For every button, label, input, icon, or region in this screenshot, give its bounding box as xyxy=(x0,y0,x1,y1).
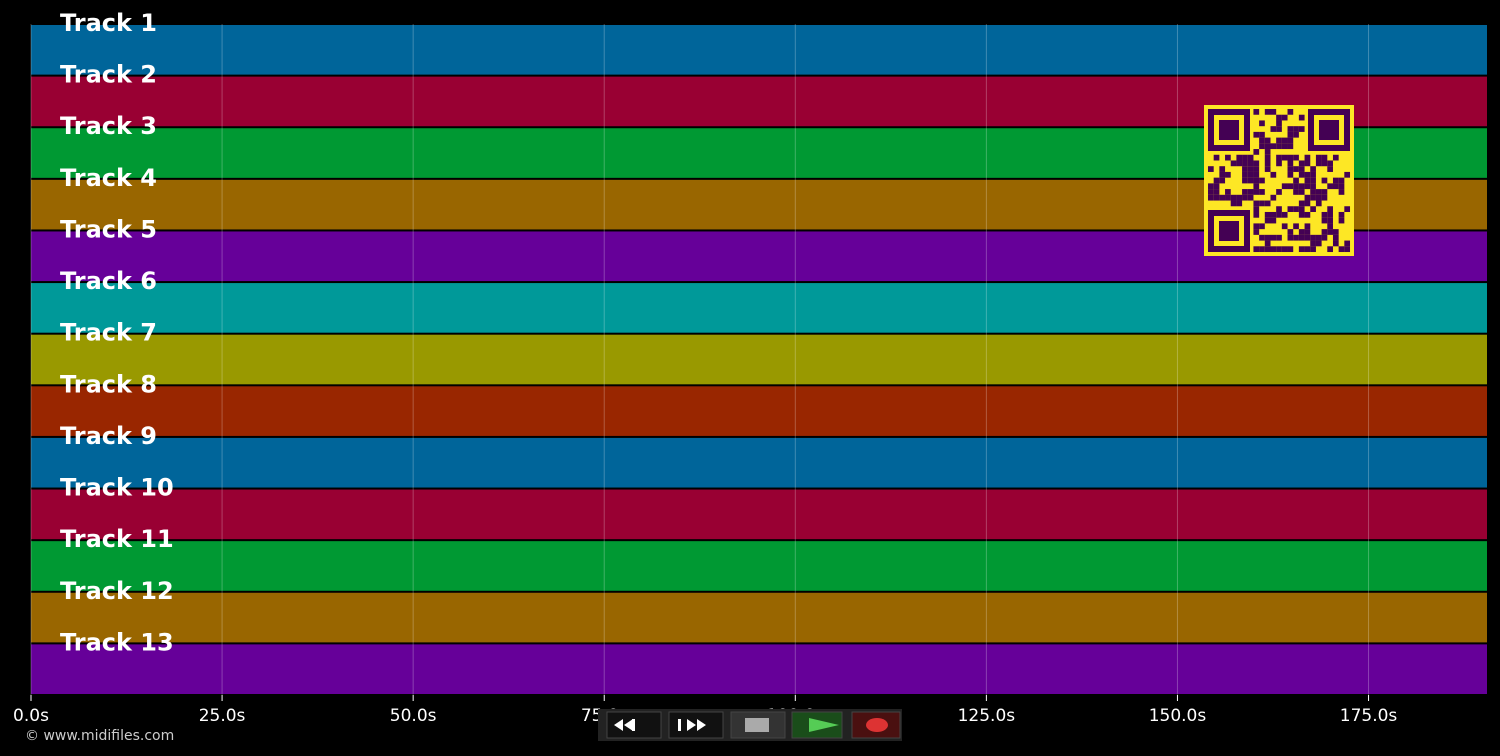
play-button[interactable] xyxy=(791,711,843,739)
x-tick-label: 150.0s xyxy=(1149,706,1207,726)
transport xyxy=(598,709,902,741)
track-band xyxy=(31,644,1487,694)
grid xyxy=(30,24,1370,695)
track-labels: Track 1 Track 2 Track 3 Track 4 Track 5 Track… xyxy=(60,9,174,656)
track-name: Track 10 xyxy=(60,474,174,502)
track-band xyxy=(31,437,1487,488)
track-name: Track 2 xyxy=(60,61,157,89)
stop-button[interactable] xyxy=(730,711,786,739)
track-name: Track 8 xyxy=(60,370,157,398)
track-name: Track 12 xyxy=(60,577,174,605)
qr-code xyxy=(1204,105,1354,256)
track-band xyxy=(31,25,1487,75)
track-name: Track 1 xyxy=(60,9,157,37)
track-band xyxy=(31,334,1487,385)
track-name: Track 5 xyxy=(60,215,157,243)
track-name: Track 11 xyxy=(60,525,174,553)
track-band xyxy=(31,541,1487,591)
track-name: Track 13 xyxy=(60,628,174,656)
copyright: © www.midifiles.com xyxy=(25,728,174,744)
x-tick-label: 25.0s xyxy=(199,706,246,726)
x-tick-label: 0.0s xyxy=(13,706,49,726)
track-name: Track 9 xyxy=(60,422,157,450)
forward-button[interactable] xyxy=(668,711,724,739)
rewind-button[interactable] xyxy=(606,711,662,739)
x-tick-label: 125.0s xyxy=(958,706,1016,726)
track-band xyxy=(31,386,1487,436)
track-name: Track 3 xyxy=(60,112,157,140)
track-name: Track 4 xyxy=(60,164,157,192)
track-band xyxy=(31,592,1487,643)
x-tick-label: 50.0s xyxy=(390,706,437,726)
record-button[interactable] xyxy=(851,711,901,739)
track-name: Track 6 xyxy=(60,267,157,295)
x-tick-label: 175.0s xyxy=(1340,706,1398,726)
track-band xyxy=(31,489,1487,540)
track-band xyxy=(31,283,1487,333)
track-name: Track 7 xyxy=(60,319,157,347)
